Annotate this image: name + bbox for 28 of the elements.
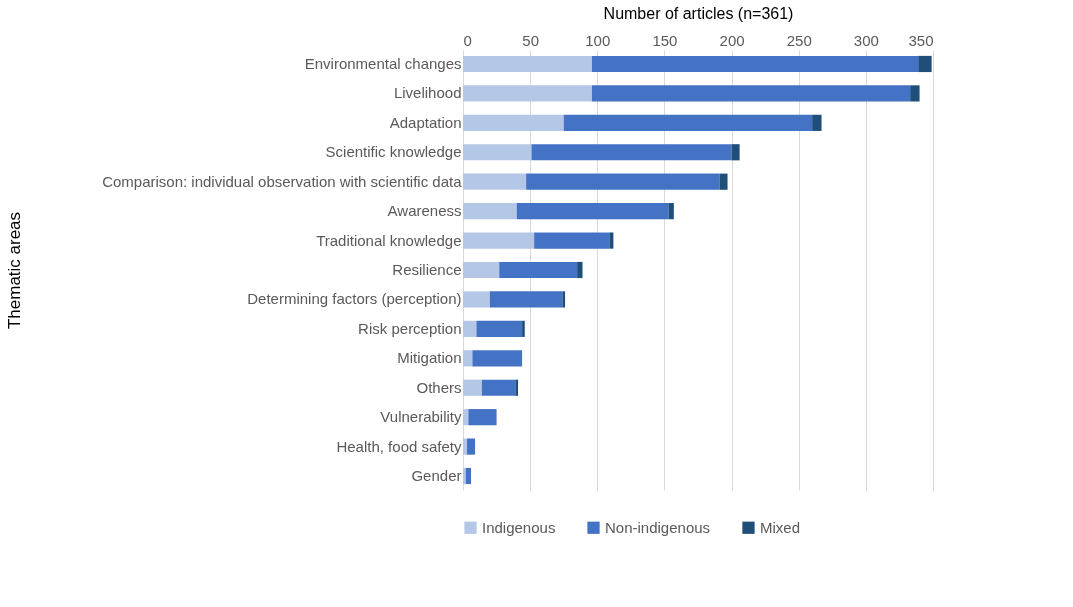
- x-tick-label: 50: [522, 31, 539, 49]
- y-tick-label: Scientific knowledge: [325, 143, 462, 161]
- x-tick-label: 150: [652, 31, 678, 49]
- y-tick-label: Gender: [411, 467, 462, 485]
- y-tick-label: Determining factors (perception): [247, 290, 462, 308]
- y-tick-label: Risk perception: [358, 319, 462, 337]
- x-tick-label: 350: [908, 31, 934, 49]
- x-tick-label: 250: [786, 31, 812, 49]
- y-tick-label: Comparison: individual observation with scientific data: [102, 172, 463, 190]
- y-tick-label: Others: [416, 378, 462, 396]
- y-tick-label: Vulnerability: [380, 408, 462, 426]
- x-tick-label: 100: [585, 31, 611, 49]
- x-tick-label: 200: [719, 31, 745, 49]
- y-tick-label: Resilience: [392, 261, 462, 278]
- y-tick-label: Awareness: [387, 202, 462, 220]
- x-axis-title: Number of articles (n=361): [603, 4, 794, 22]
- x-tick-label: 300: [853, 31, 879, 49]
- legend-label: Indigenous: [482, 518, 556, 536]
- y-tick-label: Mitigation: [397, 349, 462, 367]
- x-tick-label: 0: [463, 31, 472, 49]
- legend-label: Mixed: [760, 518, 801, 536]
- y-axis-title: Thematic areas: [4, 211, 24, 330]
- y-tick-label: Adaptation: [389, 113, 462, 131]
- y-tick-label: Health, food safety: [336, 437, 462, 455]
- y-tick-label: Livelihood: [393, 84, 462, 102]
- y-tick-label: Traditional knowledge: [316, 231, 462, 249]
- legend-label: Non-indigenous: [605, 518, 711, 536]
- y-tick-label: Environmental changes: [304, 54, 462, 72]
